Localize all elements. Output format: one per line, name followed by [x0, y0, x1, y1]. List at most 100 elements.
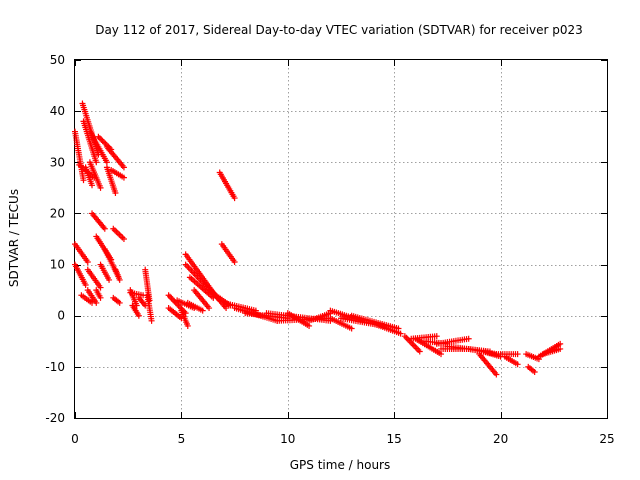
data-point	[116, 276, 123, 283]
data-point	[101, 225, 108, 232]
data-point	[416, 348, 423, 355]
data-point	[438, 351, 445, 358]
data-point	[103, 159, 110, 166]
data-point	[184, 322, 191, 329]
data-segment	[191, 287, 213, 312]
data-point	[531, 368, 538, 375]
data-point	[182, 310, 189, 317]
data-segment	[110, 294, 123, 306]
data-segment	[86, 159, 104, 191]
data-point	[84, 259, 91, 266]
data-point	[306, 322, 313, 329]
data-point	[465, 335, 472, 342]
chart-title: Day 112 of 2017, Sidereal Day-to-day VTE…	[95, 23, 583, 37]
data-point	[397, 330, 404, 337]
data-point	[148, 317, 155, 324]
data-segment	[525, 363, 538, 375]
data-segment	[284, 310, 313, 329]
data-segment	[72, 261, 89, 289]
data-segment	[186, 274, 217, 301]
data-point	[206, 305, 213, 312]
data-segment	[72, 241, 91, 266]
x-tick-label: 20	[493, 432, 508, 446]
x-tick-label: 10	[280, 432, 295, 446]
data-point	[80, 177, 87, 184]
data-point	[231, 259, 238, 266]
data-segment	[93, 287, 104, 301]
data-point	[140, 292, 147, 299]
data-segment	[540, 345, 564, 358]
y-tick-label: -20	[45, 411, 65, 425]
data-point	[116, 299, 123, 306]
data-segment	[220, 299, 259, 314]
data-point	[106, 276, 113, 283]
data-segment	[348, 312, 402, 332]
data-point	[93, 299, 100, 306]
data-segment	[103, 164, 119, 196]
data-point	[433, 333, 440, 340]
data-point	[82, 282, 89, 289]
data-segment	[165, 305, 185, 322]
data-segment	[327, 315, 355, 332]
data-point	[120, 164, 127, 171]
y-tick-label: 50	[50, 53, 65, 67]
data-segment	[97, 261, 113, 283]
x-tick-label: 25	[599, 432, 614, 446]
grid-lines	[75, 60, 607, 418]
data-segment	[306, 310, 334, 324]
plot-frame	[74, 59, 608, 419]
data-segment	[84, 287, 100, 306]
y-axis-label: SDTVAR / TECUs	[7, 189, 21, 287]
data-segment	[216, 169, 238, 202]
data-segment	[84, 266, 104, 291]
data-segment	[178, 307, 191, 329]
data-segment	[86, 128, 110, 166]
data-point	[89, 182, 96, 189]
data-segment	[89, 210, 108, 232]
data-point	[514, 351, 521, 358]
data-segment	[142, 266, 153, 304]
data-point	[112, 189, 119, 196]
y-tick-labels: -20 -10 0 10 20 30 40 50	[45, 53, 65, 425]
data-point	[493, 371, 500, 378]
data-point	[97, 284, 104, 291]
x-tick-label: 15	[387, 432, 402, 446]
x-tick-label: 0	[71, 432, 79, 446]
data-segment	[110, 225, 127, 242]
data-segment	[184, 299, 206, 314]
data-point	[97, 184, 104, 191]
data-segment	[129, 302, 142, 319]
data-segment	[103, 143, 127, 171]
data-segment	[218, 241, 238, 266]
x-axis-label: GPS time / hours	[290, 458, 391, 472]
x-tick-labels: 0 5 10 15 20 25	[71, 432, 614, 446]
data-segment	[144, 292, 155, 324]
data-segment	[80, 118, 100, 166]
y-tick-label: -10	[45, 360, 65, 374]
data-segment	[501, 353, 521, 368]
x-tick-label: 5	[178, 432, 186, 446]
data-segment	[433, 335, 472, 347]
data-segment	[108, 166, 127, 181]
data-segment	[82, 164, 96, 189]
data-segment	[369, 320, 404, 337]
data-point	[199, 307, 206, 314]
data-segment	[127, 289, 147, 299]
data-point	[557, 345, 564, 352]
data-point	[120, 236, 127, 242]
data-segment	[476, 351, 500, 378]
y-tick-label: 30	[50, 155, 65, 169]
data-point	[514, 361, 521, 368]
y-tick-label: 0	[57, 309, 65, 323]
data-point	[135, 312, 142, 319]
y-tick-label: 40	[50, 104, 65, 118]
data-points	[72, 100, 564, 378]
data-point	[231, 195, 238, 202]
data-point	[97, 294, 104, 301]
data-segment	[412, 335, 445, 358]
data-point	[557, 340, 564, 347]
data-point	[93, 159, 100, 166]
data-segment	[112, 266, 123, 283]
